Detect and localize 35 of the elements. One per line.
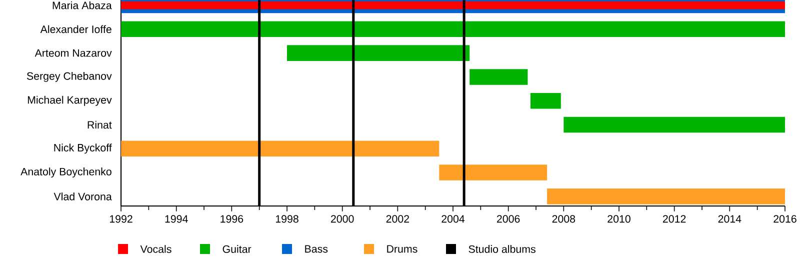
legend-label: Guitar <box>222 245 252 253</box>
y-tick-label: Maria Abaza <box>52 1 112 10</box>
bar <box>470 69 528 85</box>
y-tick-label: Alexander Ioffe <box>40 25 112 34</box>
legend-label: Vocals <box>140 245 172 253</box>
x-tick-label: 2000 <box>331 215 354 223</box>
x-tick-label: 1994 <box>165 215 188 223</box>
x-tick-label: 1996 <box>220 215 244 223</box>
y-tick-label: Anatoly Boychenko <box>20 168 112 178</box>
x-tick-label: 2008 <box>552 215 576 223</box>
bar <box>121 140 440 157</box>
y-tick-label: Nick Byckoff <box>54 144 112 154</box>
y-tick-label: Sergey Chebanov <box>26 72 112 82</box>
x-tick-label: 2014 <box>718 215 742 223</box>
bar <box>530 92 561 109</box>
x-tick-label: 2010 <box>608 215 630 223</box>
y-tick-label: Rinat <box>88 120 112 129</box>
y-tick-label: Michael Karpeyev <box>28 96 112 106</box>
x-tick-label: 1992 <box>110 215 132 223</box>
legend-label: Studio albums <box>468 245 536 253</box>
bar <box>439 164 548 180</box>
legend-label: Bass <box>305 245 328 253</box>
x-tick-label: 2016 <box>774 215 796 223</box>
legend-label: Drums <box>387 245 418 253</box>
bar <box>547 188 785 204</box>
x-tick-label: 2006 <box>497 215 520 223</box>
bar <box>287 45 470 61</box>
y-tick-label: Vlad Vorona <box>54 192 112 200</box>
bar <box>564 116 785 133</box>
x-tick-label: 2002 <box>386 215 409 223</box>
x-tick-label: 2012 <box>663 215 686 223</box>
y-tick-label: Arteom Nazarov <box>34 49 112 57</box>
x-tick-label: 2004 <box>442 215 465 223</box>
bar <box>121 21 785 38</box>
x-tick-label: 1998 <box>276 215 298 223</box>
